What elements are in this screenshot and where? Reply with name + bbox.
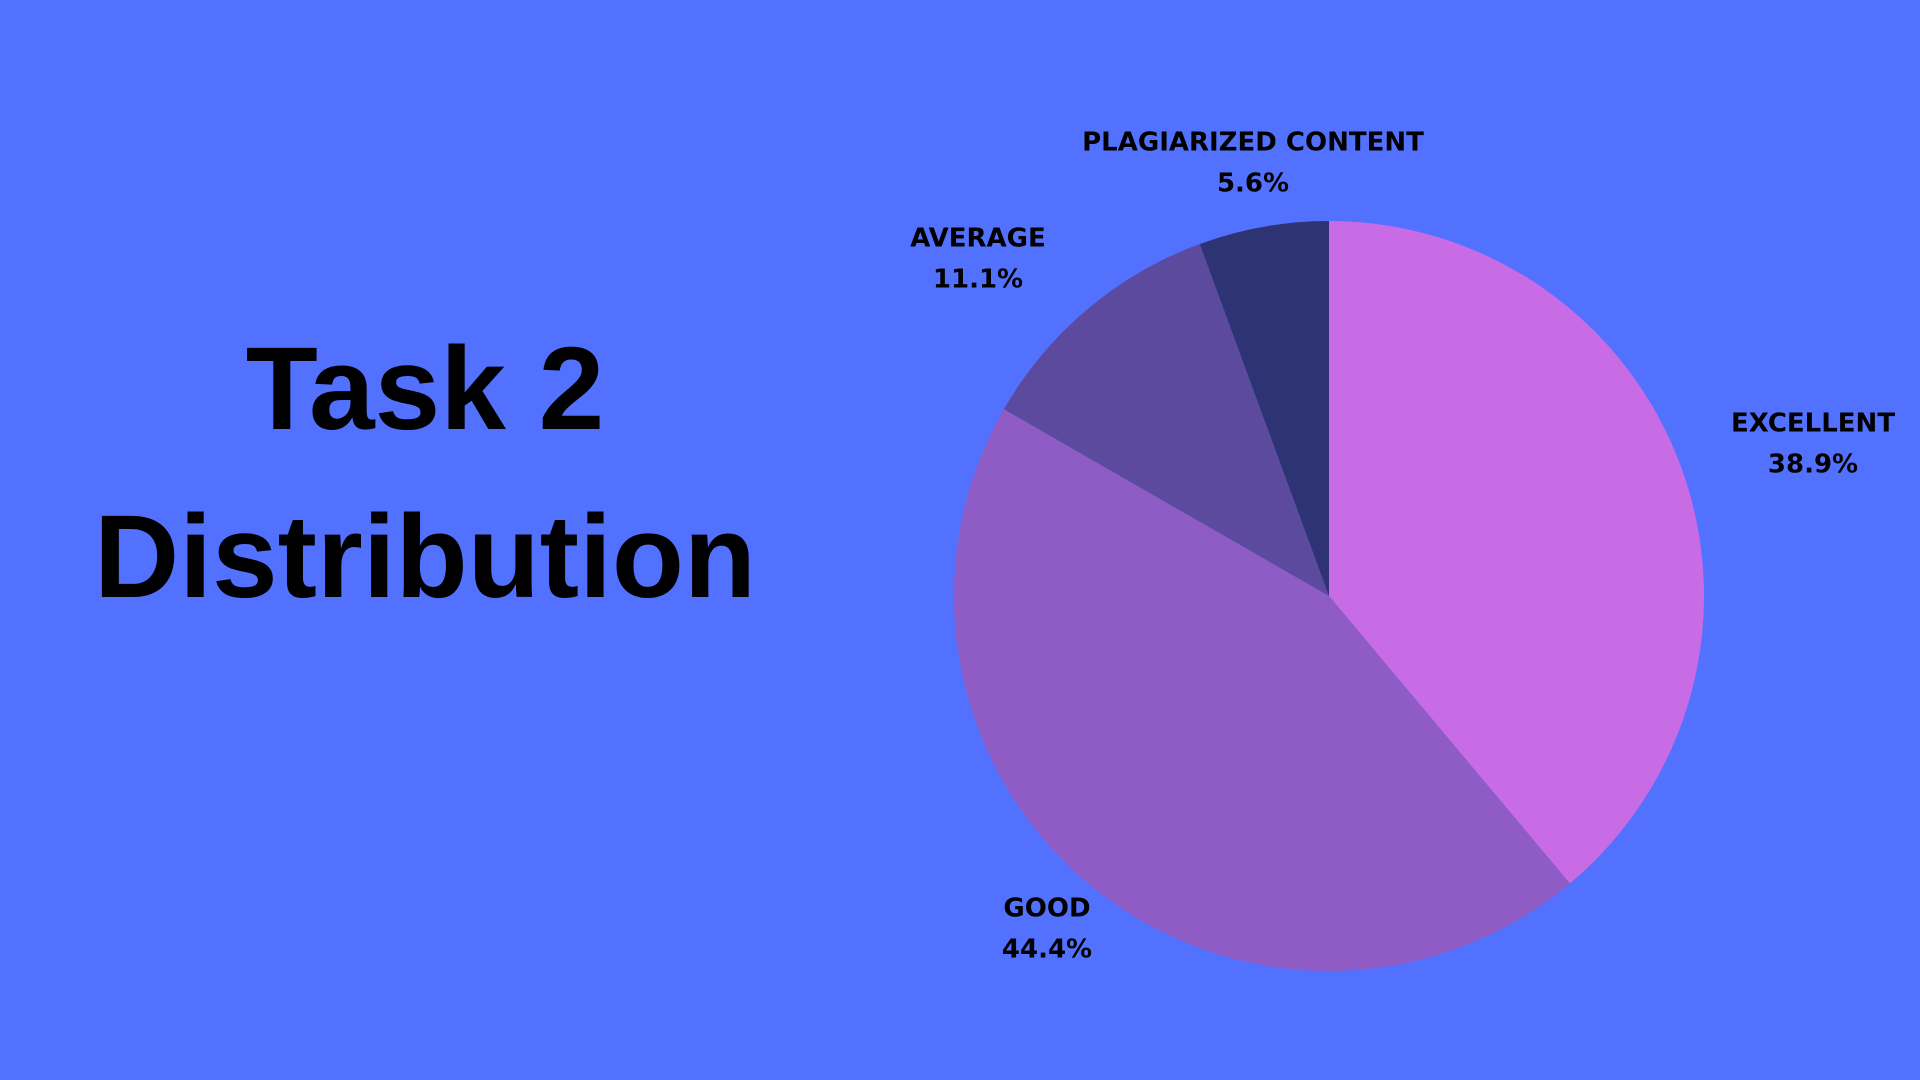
pie-slice xyxy=(953,409,1570,972)
pie-slice xyxy=(1199,221,1329,596)
slice-label: AVERAGE xyxy=(910,224,1045,254)
slice-label: GOOD xyxy=(1003,894,1090,924)
pie-slice xyxy=(1003,243,1329,597)
slice-label: EXCELLENT xyxy=(1731,409,1895,439)
value-label: 5.6% xyxy=(1217,169,1289,199)
value-label: 11.1% xyxy=(933,265,1023,295)
chart-title: Task 2 Distribution xyxy=(93,323,757,623)
value-label: 44.4% xyxy=(1002,935,1092,965)
value-label: 38.9% xyxy=(1768,450,1858,480)
pie-slice xyxy=(1329,221,1704,884)
slice-label: PLAGIARIZED CONTENT xyxy=(1082,128,1424,158)
